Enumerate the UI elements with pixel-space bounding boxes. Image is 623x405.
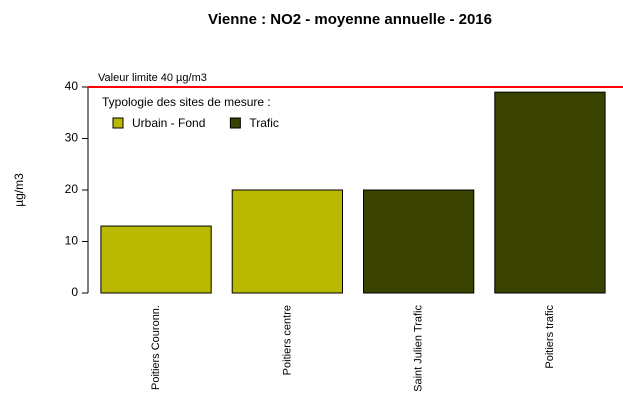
legend-label: Trafic [249,116,279,130]
y-tick-label: 0 [71,285,78,299]
bar [100,225,212,294]
y-tick-label: 40 [65,79,79,93]
y-axis-label: µg/m3 [12,173,26,207]
x-tick-label: Poitiers centre [281,305,293,375]
reference-label: Valeur limite 40 µg/m3 [98,72,207,84]
x-tick-label: Saint Julien Trafic [413,305,425,392]
bar [363,189,475,294]
bar [494,91,606,294]
x-tick-label: Poitiers trafic [544,305,556,369]
x-tick-label: Poitiers Couronn. [150,305,162,390]
legend-swatch [112,117,124,129]
legend-swatch [229,117,241,129]
chart-title: Vienne : NO2 - moyenne annuelle - 2016 [208,11,492,28]
y-tick-label: 10 [65,234,79,248]
legend-label: Urbain - Fond [132,116,205,130]
y-tick-label: 30 [65,131,79,145]
bar [231,189,343,294]
y-tick-label: 20 [65,182,79,196]
legend-title: Typologie des sites de mesure : [102,95,271,109]
